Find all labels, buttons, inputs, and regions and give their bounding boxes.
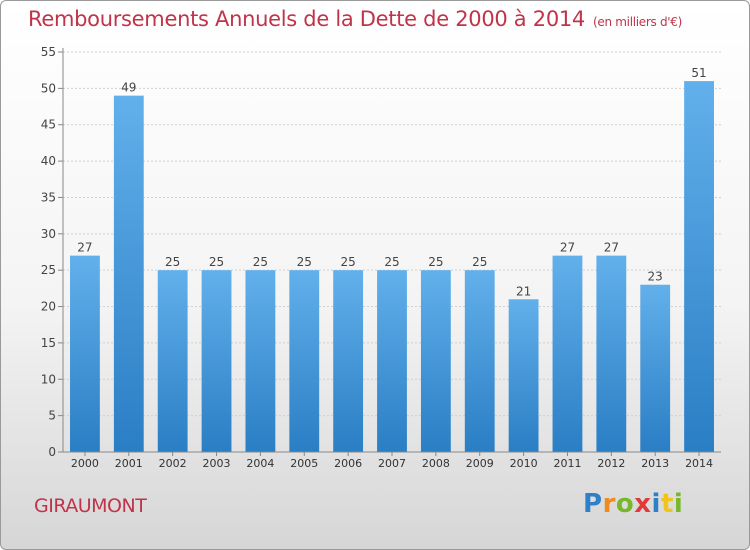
proxiti-logo: Proxiti	[583, 489, 683, 519]
x-tick-label: 2011	[553, 457, 581, 470]
x-tick-label: 2014	[685, 457, 713, 470]
data-label: 21	[516, 284, 531, 298]
x-tick-label: 2012	[597, 457, 625, 470]
y-tick-label: 35	[41, 190, 56, 204]
x-tick-label: 2007	[378, 457, 406, 470]
x-tick-label: 2008	[422, 457, 450, 470]
data-label: 25	[297, 255, 312, 269]
bar-2003	[201, 270, 232, 452]
bar-2014	[684, 81, 714, 452]
y-tick-label: 20	[41, 300, 56, 314]
bar-2009	[464, 270, 495, 452]
bar-2000	[70, 255, 100, 452]
data-label: 51	[691, 66, 706, 80]
y-tick-label: 10	[41, 372, 56, 386]
y-tick-label: 0	[48, 445, 56, 459]
axes: 0 5 10 15 20 25 30 35 40 45 50 55 2000 2001 2002 2003 20…	[41, 45, 721, 470]
y-tick-label: 55	[41, 45, 56, 59]
y-tick-label: 45	[41, 118, 56, 132]
data-label: 49	[121, 81, 136, 95]
x-tick-label: 2013	[641, 457, 669, 470]
commune-name: GIRAUMONT	[34, 495, 147, 517]
x-tick-label: 2002	[159, 457, 187, 470]
logo-letter: t	[660, 489, 674, 519]
y-tick-label: 25	[41, 263, 56, 277]
y-tick-label: 30	[41, 227, 56, 241]
x-tick-label: 2006	[334, 457, 362, 470]
data-label: 25	[209, 255, 224, 269]
data-label: 27	[77, 241, 92, 255]
bar-2002	[157, 270, 188, 452]
bar-2001	[113, 95, 144, 453]
bar-2004	[245, 270, 276, 452]
logo-letter: o	[615, 489, 635, 519]
bar-2007	[377, 270, 407, 452]
chart-title-text: Remboursements Annuels de la Dette de 20…	[28, 7, 585, 31]
logo-letter: x	[634, 489, 652, 519]
data-label: 25	[384, 255, 399, 269]
data-label: 25	[428, 255, 443, 269]
logo-letter: i	[651, 489, 661, 519]
data-label: 25	[472, 255, 487, 269]
bar-2013	[640, 284, 671, 452]
y-tick-label: 5	[48, 409, 56, 423]
data-label: 25	[165, 255, 180, 269]
logo-letter: i	[673, 489, 684, 519]
x-tick-label: 2005	[290, 457, 318, 470]
chart-title: Remboursements Annuels de la Dette de 20…	[28, 7, 682, 31]
x-tick-label: 2003	[203, 457, 231, 470]
y-tick-label: 15	[41, 336, 56, 350]
bar-2010	[508, 299, 539, 452]
logo-letter: P	[583, 489, 603, 519]
data-label: 23	[648, 270, 663, 284]
bar-2008	[420, 270, 451, 452]
x-tick-label: 2004	[246, 457, 274, 470]
data-label: 27	[560, 241, 575, 255]
data-label: 25	[340, 255, 355, 269]
x-tick-label: 2010	[510, 457, 538, 470]
bar-2005	[289, 270, 320, 452]
bars: 27 49 25 25 25 25 25 25 25 25 21 27 27 23 51	[70, 66, 714, 453]
y-tick-label: 50	[41, 81, 56, 95]
bar-2011	[552, 255, 583, 452]
x-tick-label: 2009	[466, 457, 494, 470]
bar-2006	[333, 270, 364, 452]
x-tick-label: 2000	[71, 457, 99, 470]
logo-letter: r	[602, 489, 616, 519]
chart-subtitle: (en milliers d'€)	[593, 15, 683, 29]
x-tick-label: 2001	[115, 457, 143, 470]
data-label: 25	[253, 255, 268, 269]
y-tick-label: 40	[41, 154, 56, 168]
bar-2012	[596, 255, 627, 452]
data-label: 27	[604, 241, 619, 255]
